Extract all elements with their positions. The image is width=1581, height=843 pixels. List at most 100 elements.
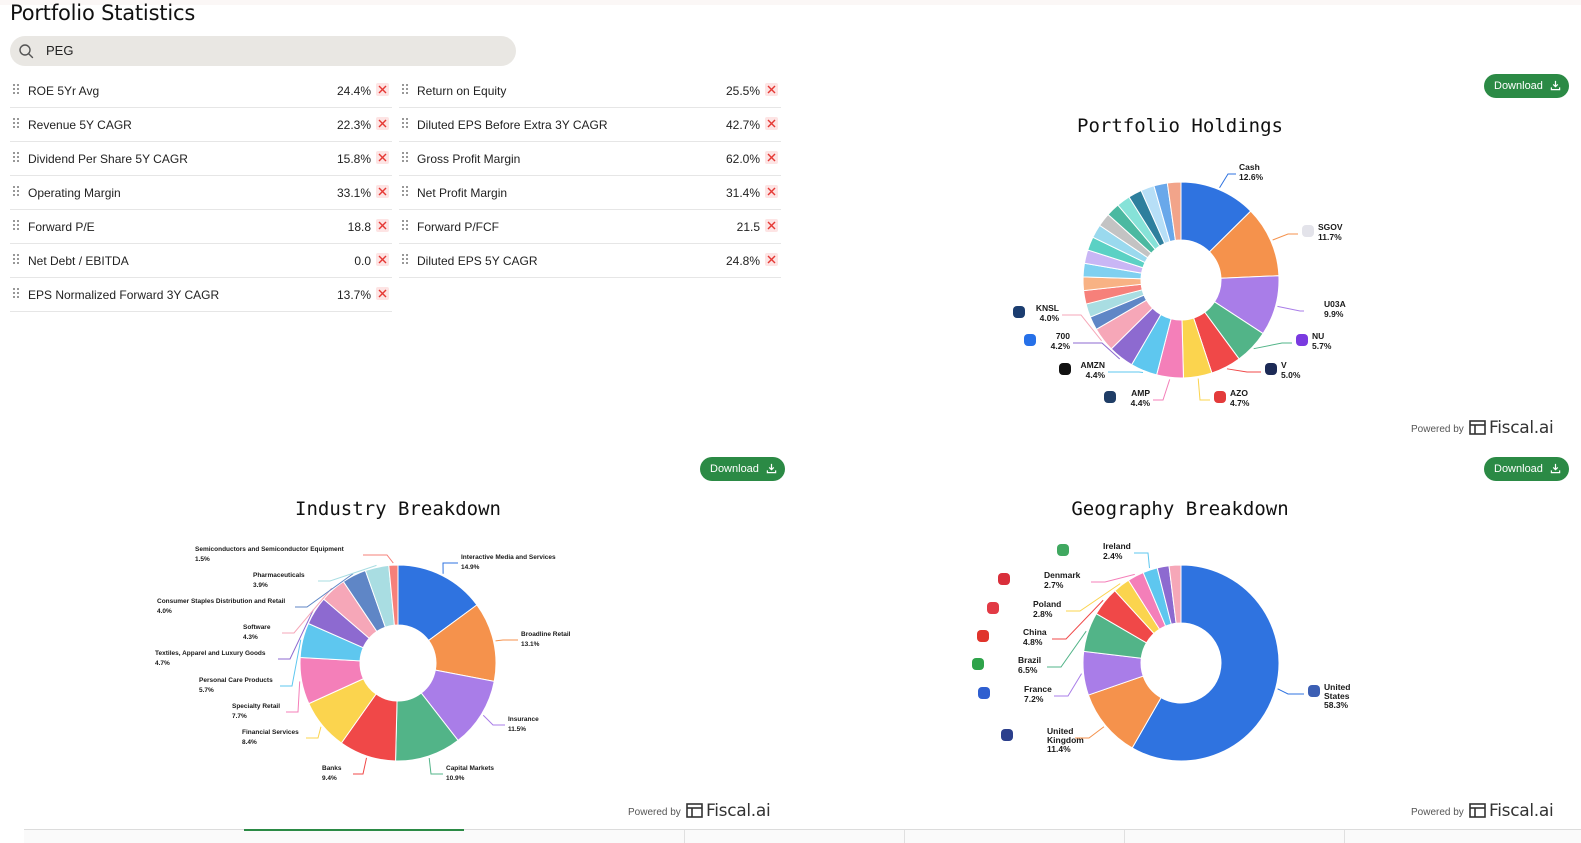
ticker-logo-icon [1059,363,1071,375]
remove-stat-button[interactable] [765,83,778,96]
download-industry-button[interactable]: Download [700,457,785,481]
drag-handle-icon[interactable] [11,117,21,129]
slice-value-label: 4.7% [1230,398,1250,408]
remove-stat-button[interactable] [376,253,389,266]
remove-stat-button[interactable] [376,219,389,232]
stat-row: Forward P/E 18.8 [10,210,392,244]
stat-label: Gross Profit Margin [417,152,521,166]
remove-stat-button[interactable] [376,83,389,96]
drag-handle-icon[interactable] [11,185,21,197]
remove-stat-button[interactable] [765,253,778,266]
fiscal-brand: Fiscal.ai [1489,418,1554,438]
slice-value-label: 13.1% [521,641,540,648]
slice-value-label: 3.9% [253,582,268,589]
drag-handle-icon[interactable] [400,219,410,231]
remove-stat-button[interactable] [765,219,778,232]
close-icon [767,187,776,196]
stat-row: Return on Equity 25.5% [399,74,781,108]
slice-label: Capital Markets [446,765,494,772]
drag-handle-icon[interactable] [11,219,21,231]
leader-line [1253,342,1292,350]
stat-label: Forward P/FCF [417,220,500,234]
leader-line [442,562,458,574]
slice-label: Cash [1239,162,1260,172]
powered-by-text: Powered by [1411,424,1464,435]
search-bar[interactable] [10,36,516,66]
slice-label: SGOV [1318,222,1343,232]
ticker-logo-icon [1308,302,1320,314]
stat-value: 25.5% [725,84,760,98]
ticker-logo-icon [987,602,999,614]
close-icon [378,153,387,162]
active-tab-indicator [244,829,464,831]
slice-label: China [1023,627,1047,637]
leader-line [282,587,333,634]
slice-value-label: 4.7% [155,660,170,667]
remove-stat-button[interactable] [376,117,389,130]
download-icon [766,463,777,474]
ticker-logo-icon [1308,685,1320,697]
remove-stat-button[interactable] [765,151,778,164]
powered-by-text: Powered by [628,807,681,818]
stat-value: 13.7% [336,288,371,302]
search-input[interactable] [46,36,506,64]
leader-line [1277,688,1304,695]
drag-handle-icon[interactable] [400,117,410,129]
leader-line [353,757,367,775]
slice-label: KNSL [1036,303,1059,313]
pie-slice [397,564,478,642]
holdings-chart-title: Portfolio Holdings [1077,115,1283,137]
top-strip [0,0,1581,5]
slice-label: Pharmaceuticals [253,572,305,579]
slice-value-label: 4.4% [1086,370,1106,380]
drag-handle-icon[interactable] [400,253,410,265]
slice-value-label: 4.8% [1023,637,1043,647]
fiscal-brand: Fiscal.ai [706,801,771,821]
slice-value-label: 8.4% [242,739,257,746]
remove-stat-button[interactable] [376,287,389,300]
remove-stat-button[interactable] [376,185,389,198]
ticker-logo-icon [1214,391,1226,403]
leader-line [1066,583,1121,612]
download-holdings-button[interactable]: Download [1484,74,1569,98]
remove-stat-button[interactable] [765,185,778,198]
slice-label: Personal Care Products [199,677,273,684]
remove-stat-button[interactable] [376,151,389,164]
drag-handle-icon[interactable] [400,83,410,95]
leader-line [482,714,505,726]
stat-value: 18.8 [347,220,371,234]
slice-value-label: 12.6% [1239,172,1264,182]
leader-line [295,573,354,608]
leader-line [1073,342,1121,360]
stat-value: 42.7% [725,118,760,132]
leader-line [280,639,302,687]
stat-value: 22.3% [336,118,371,132]
search-icon [19,44,34,59]
slice-label: Specialty Retail [232,703,280,710]
slice-value-label: 5.7% [1312,341,1332,351]
slice-label: Denmark [1044,570,1081,580]
pie-slice [1131,564,1280,762]
drag-handle-icon[interactable] [400,151,410,163]
drag-handle-icon[interactable] [11,253,21,265]
stat-row: Diluted EPS Before Extra 3Y CAGR 42.7% [399,108,781,142]
drag-handle-icon[interactable] [11,83,21,95]
drag-handle-icon[interactable] [11,151,21,163]
remove-stat-button[interactable] [765,117,778,130]
stat-row: Operating Margin 33.1% [10,176,392,210]
download-geography-button[interactable]: Download [1484,457,1569,481]
fiscal-logo-icon [1469,803,1486,818]
geography-chart-title: Geography Breakdown [1071,498,1289,520]
slice-label: United [1324,682,1350,692]
drag-handle-icon[interactable] [400,185,410,197]
drag-handle-icon[interactable] [11,287,21,299]
ticker-logo-icon [1104,391,1116,403]
stat-row: Net Debt / EBITDA 0.0 [10,244,392,278]
slice-label: Software [243,624,271,631]
stat-label: Revenue 5Y CAGR [28,118,132,132]
slice-label: United [1047,726,1073,736]
slice-value-label: 2.7% [1044,580,1064,590]
slice-value-label: 14.9% [461,564,480,571]
stat-value: 15.8% [336,152,371,166]
close-icon [378,289,387,298]
